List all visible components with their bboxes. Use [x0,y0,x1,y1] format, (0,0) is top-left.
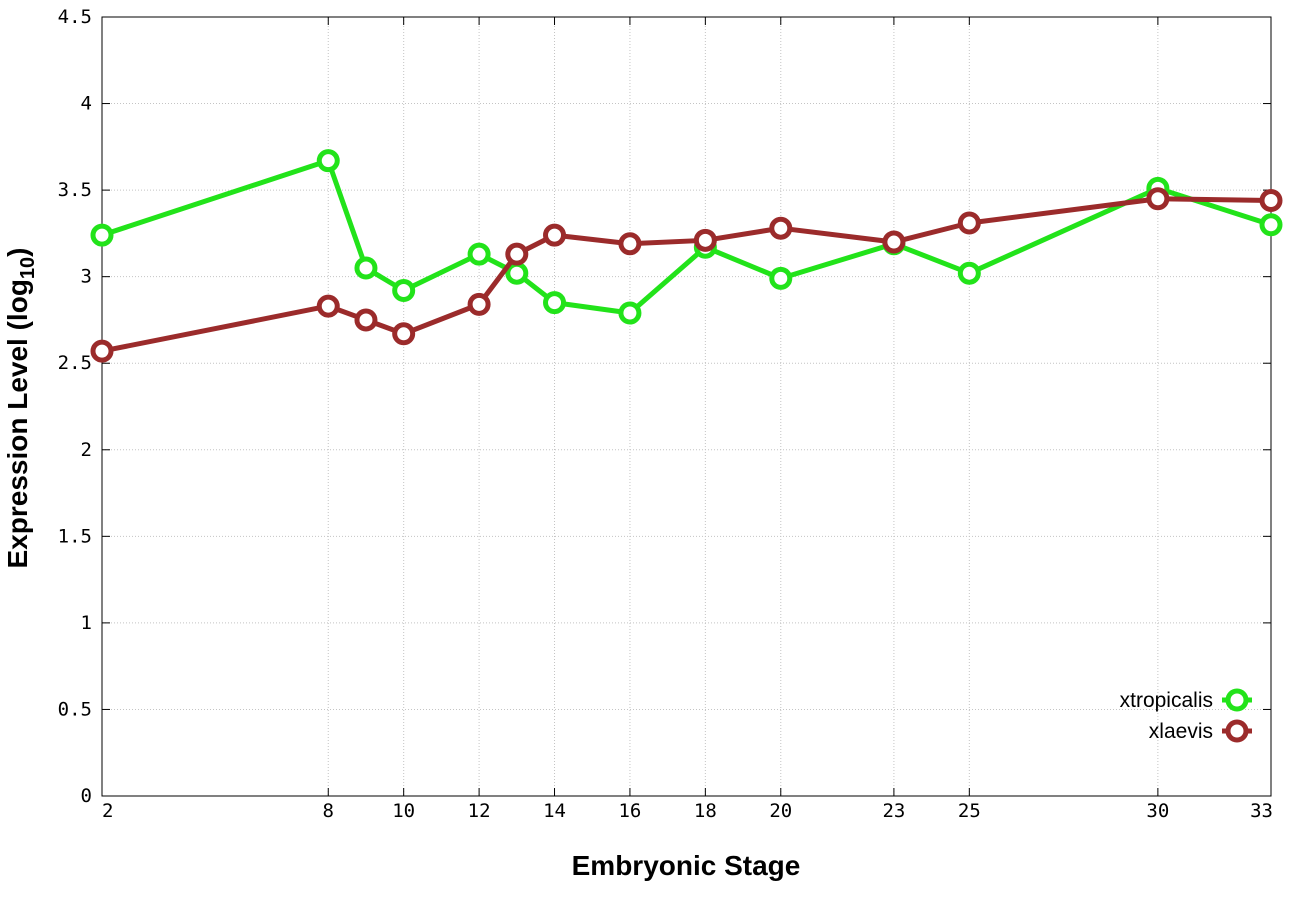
data-point [90,223,114,247]
x-tick-label: 30 [1146,800,1169,822]
x-tick-label: 10 [392,800,415,822]
series-line-segment [99,158,331,238]
legend-label: xtropicalis [1120,689,1213,712]
data-point [354,308,378,332]
data-point [467,292,491,316]
data-point [769,266,793,290]
x-tick-label: 8 [323,800,334,822]
series-line-segment [778,225,897,245]
data-point [1259,213,1283,237]
series-line-segment [702,225,784,243]
data-point [316,149,340,173]
legend-marker [1225,688,1249,712]
y-tick-label: 0 [81,785,92,807]
legend-marker [1225,719,1249,743]
data-point [392,322,416,346]
legend-entry-xlaevis: xlaevis [1149,719,1252,743]
data-point [957,211,981,235]
x-tick-label: 14 [543,800,566,822]
x-tick-label: 25 [958,800,981,822]
series-xtropicalis [90,149,1283,325]
plot-border [101,16,1272,797]
series-xlaevis [90,187,1283,363]
data-point [769,216,793,240]
y-tick-label: 3 [81,266,92,288]
data-point [618,301,642,325]
data-point [693,228,717,252]
series-line-segment [778,241,897,281]
y-tick-label: 0.5 [58,698,92,720]
y-tick-label: 4.5 [58,6,92,28]
data-point [354,256,378,280]
y-axis-title-suffix: ) [2,248,33,257]
grid-layer [102,17,1271,796]
data-point [543,223,567,247]
series-line-segment [552,300,633,316]
x-tick-label: 23 [882,800,905,822]
x-tick-label: 20 [769,800,792,822]
data-point [505,261,529,285]
series-line-segment [1155,196,1274,203]
x-tick-label: 2 [102,800,113,822]
data-point [882,230,906,254]
legend-label: xlaevis [1149,720,1213,743]
series-line-segment [401,301,482,337]
series-line-segment [552,232,633,247]
y-axis-title: Expression Level (log10) [2,248,39,569]
y-tick-label: 2 [81,439,92,461]
data-point [505,242,529,266]
series-line-segment [627,244,708,316]
data-point [316,294,340,318]
x-tick-label: 33 [1250,800,1273,822]
series-line-segment [401,251,482,294]
x-tick-label: 12 [468,800,491,822]
y-tick-label: 3.5 [58,179,92,201]
y-tick-label: 1.5 [58,525,92,547]
y-tick-label: 2.5 [58,352,92,374]
data-point [392,279,416,303]
series-line-segment [891,220,972,245]
legend: xtropicalis xlaevis [1120,688,1252,743]
series-line-segment [966,196,1161,226]
data-point [543,291,567,315]
data-point [1259,188,1283,212]
data-point [618,232,642,256]
series-layer [90,149,1283,363]
series-line-segment [891,241,972,276]
series-line-segment [325,158,369,271]
x-tick-label: 18 [694,800,717,822]
axis-layer: 0 0.5 1 1.5 2 2.5 3 3.5 4 4.5 2 8 10 12 14 16 18 20 23 25 30… [58,6,1273,822]
y-axis-title-main: Expression Level (log [2,279,33,568]
series-line-segment [99,303,331,354]
series-line-segment [1155,185,1274,228]
x-tick-label: 16 [618,800,641,822]
data-point [1146,187,1170,211]
data-point [957,261,981,285]
y-tick-label: 1 [81,612,92,634]
legend-entry-xtropicalis: xtropicalis [1120,688,1252,712]
y-axis-title-subscript: 10 [17,257,39,279]
x-axis-title: Embryonic Stage [572,850,801,881]
series-line-segment [627,237,708,247]
data-point [90,339,114,363]
data-point [467,242,491,266]
y-tick-label: 4 [81,93,92,115]
series-line-segment [702,244,784,281]
